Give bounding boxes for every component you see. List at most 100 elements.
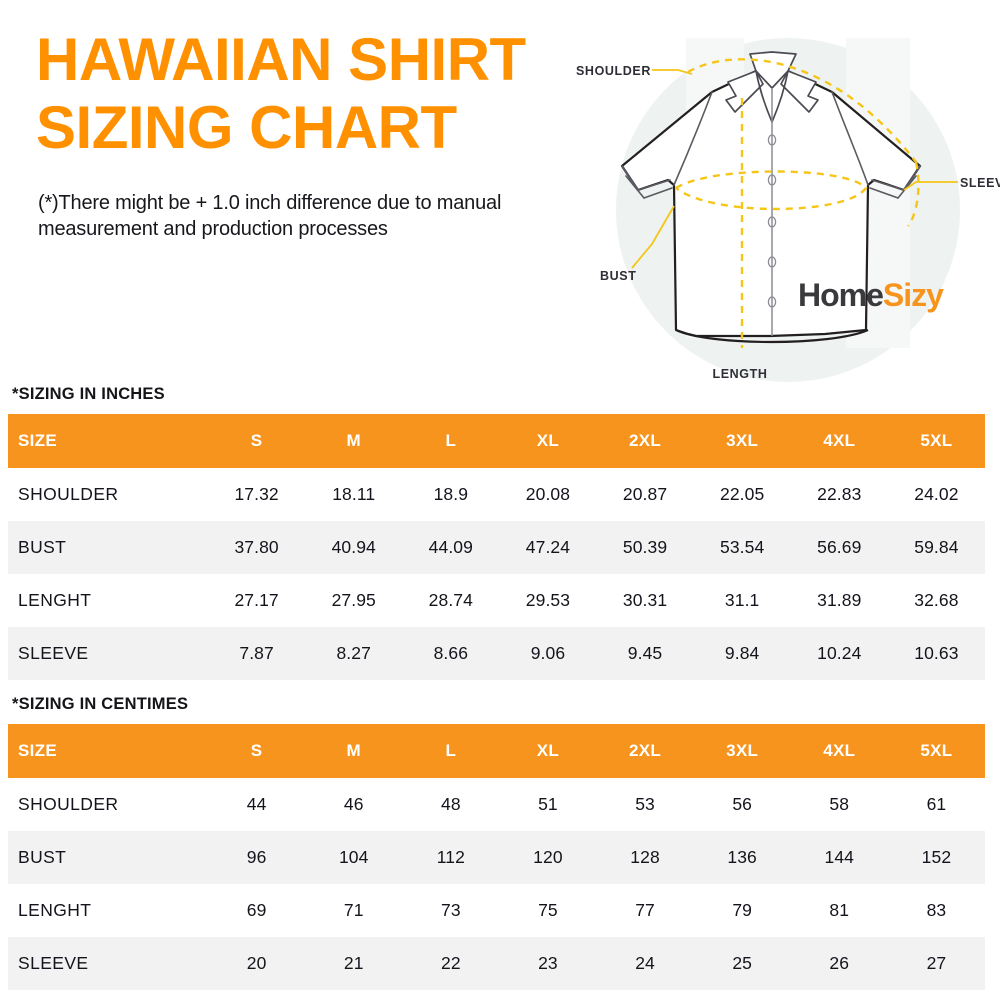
cell: 25 xyxy=(693,937,791,990)
column-header-4xl: 4XL xyxy=(790,724,888,778)
cell: 53.54 xyxy=(693,521,791,574)
title-line-2: SIZING CHART xyxy=(36,94,457,161)
row-label: SLEEVE xyxy=(8,937,209,990)
inches-caption: *SIZING IN INCHES xyxy=(12,385,165,403)
cell: 104 xyxy=(305,831,403,884)
shirt-diagram: SHOULDER SLEEVES BUST LENGTH xyxy=(560,30,1000,400)
cell: 28.74 xyxy=(402,574,500,627)
column-header-5xl: 5XL xyxy=(887,414,985,468)
leader-lines xyxy=(631,69,958,269)
cell: 30.31 xyxy=(596,574,694,627)
table-row: SLEEVE 7.87 8.27 8.66 9.06 9.45 9.84 10.… xyxy=(8,627,985,680)
cell: 56.69 xyxy=(790,521,888,574)
table-row: BUST 96 104 112 120 128 136 144 152 xyxy=(8,831,985,884)
cell: 27.95 xyxy=(305,574,403,627)
sleeves-label: SLEEVES xyxy=(960,176,1000,190)
column-header-m: M xyxy=(305,724,403,778)
cell: 24 xyxy=(596,937,694,990)
cell: 40.94 xyxy=(305,521,403,574)
cell: 51 xyxy=(499,778,597,831)
cell: 79 xyxy=(693,884,791,937)
cell: 44 xyxy=(208,778,306,831)
page-title: HAWAIIAN SHIRT SIZING CHART xyxy=(36,26,616,162)
cell: 120 xyxy=(499,831,597,884)
cell: 31.1 xyxy=(693,574,791,627)
cell: 27 xyxy=(887,937,985,990)
column-header-3xl: 3XL xyxy=(693,724,791,778)
column-header-size: SIZE xyxy=(8,414,209,468)
cell: 22 xyxy=(402,937,500,990)
column-header-m: M xyxy=(305,414,403,468)
row-label: SLEEVE xyxy=(8,627,209,680)
cell: 59.84 xyxy=(887,521,985,574)
cell: 144 xyxy=(790,831,888,884)
cell: 7.87 xyxy=(208,627,306,680)
centimeters-size-table: SIZE S M L XL 2XL 3XL 4XL 5XL SHOULDER 4… xyxy=(8,724,985,990)
cell: 32.68 xyxy=(887,574,985,627)
row-label: SHOULDER xyxy=(8,778,209,831)
cell: 31.89 xyxy=(790,574,888,627)
cell: 56 xyxy=(693,778,791,831)
column-header-l: L xyxy=(402,724,500,778)
cell: 96 xyxy=(208,831,306,884)
bust-guide xyxy=(675,170,868,211)
cell: 27.17 xyxy=(208,574,306,627)
measure-guides xyxy=(675,58,920,348)
cell: 61 xyxy=(887,778,985,831)
cell: 8.66 xyxy=(402,627,500,680)
cell: 22.83 xyxy=(790,468,888,521)
centimeters-caption: *SIZING IN CENTIMES xyxy=(12,695,189,713)
cell: 17.32 xyxy=(208,468,306,521)
column-header-xl: XL xyxy=(499,724,597,778)
cell: 47.24 xyxy=(499,521,597,574)
brand-logo: HomeSizy xyxy=(798,277,944,314)
row-label: LENGHT xyxy=(8,574,209,627)
row-label: BUST xyxy=(8,521,209,574)
shirt-seams xyxy=(621,91,921,199)
shirt-placket xyxy=(767,88,777,336)
column-header-l: L xyxy=(402,414,500,468)
table-row: SLEEVE 20 21 22 23 24 25 26 27 xyxy=(8,937,985,990)
column-header-size: SIZE xyxy=(8,724,209,778)
cell: 10.63 xyxy=(887,627,985,680)
cell: 81 xyxy=(790,884,888,937)
cell: 29.53 xyxy=(499,574,597,627)
cell: 152 xyxy=(887,831,985,884)
cell: 69 xyxy=(208,884,306,937)
column-header-3xl: 3XL xyxy=(693,414,791,468)
cell: 37.80 xyxy=(208,521,306,574)
inches-section: *SIZING IN INCHES SIZE S M L XL 2XL 3XL … xyxy=(8,385,985,680)
cell: 20.08 xyxy=(499,468,597,521)
table-row: LENGHT 27.17 27.95 28.74 29.53 30.31 31.… xyxy=(8,574,985,627)
cell: 50.39 xyxy=(596,521,694,574)
row-label: SHOULDER xyxy=(8,468,209,521)
cell: 136 xyxy=(693,831,791,884)
column-header-2xl: 2XL xyxy=(596,414,694,468)
cell: 77 xyxy=(596,884,694,937)
table-header-row: SIZE S M L XL 2XL 3XL 4XL 5XL xyxy=(8,414,985,468)
cell: 10.24 xyxy=(790,627,888,680)
cell: 20 xyxy=(208,937,306,990)
row-label: BUST xyxy=(8,831,209,884)
cell: 53 xyxy=(596,778,694,831)
cell: 48 xyxy=(402,778,500,831)
cell: 75 xyxy=(499,884,597,937)
column-header-s: S xyxy=(208,414,306,468)
column-header-2xl: 2XL xyxy=(596,724,694,778)
cell: 8.27 xyxy=(305,627,403,680)
column-header-4xl: 4XL xyxy=(790,414,888,468)
cell: 24.02 xyxy=(887,468,985,521)
cell: 18.11 xyxy=(305,468,403,521)
cell: 58 xyxy=(790,778,888,831)
cell: 112 xyxy=(402,831,500,884)
column-header-xl: XL xyxy=(499,414,597,468)
table-row: BUST 37.80 40.94 44.09 47.24 50.39 53.54… xyxy=(8,521,985,574)
cell: 9.45 xyxy=(596,627,694,680)
cell: 44.09 xyxy=(402,521,500,574)
cell: 22.05 xyxy=(693,468,791,521)
cell: 18.9 xyxy=(402,468,500,521)
table-row: SHOULDER 17.32 18.11 18.9 20.08 20.87 22… xyxy=(8,468,985,521)
length-label: LENGTH xyxy=(713,367,768,381)
cell: 9.84 xyxy=(693,627,791,680)
header-section: HAWAIIAN SHIRT SIZING CHART (*)There mig… xyxy=(0,0,1000,382)
